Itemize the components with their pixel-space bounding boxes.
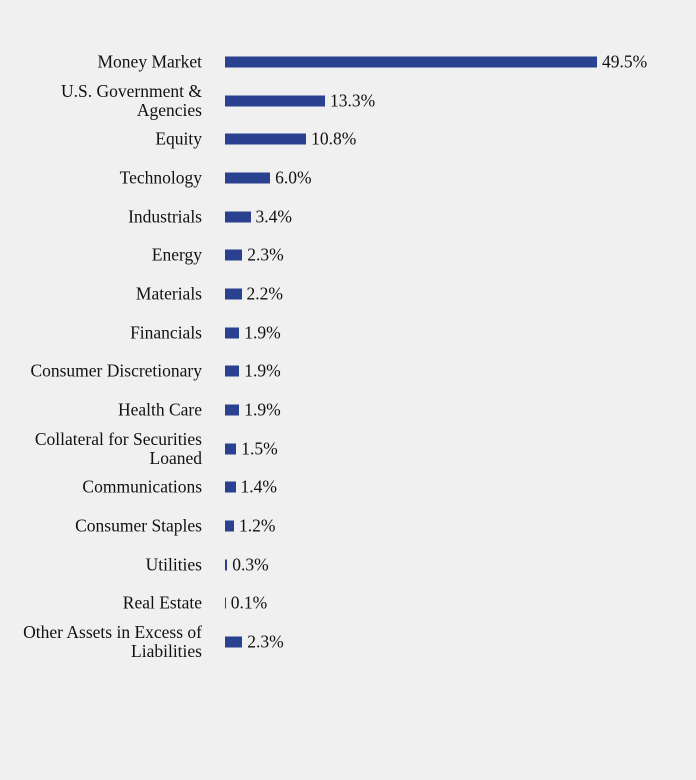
bar xyxy=(225,443,237,455)
bar xyxy=(225,95,325,107)
category-label: Industrials xyxy=(128,206,202,227)
value-label: 3.4% xyxy=(255,206,292,227)
category-label: Materials xyxy=(135,283,202,304)
bar xyxy=(225,481,236,493)
value-label: 2.3% xyxy=(247,631,284,652)
bar xyxy=(225,636,243,648)
category-label: Communications xyxy=(82,476,202,497)
category-label: Real Estate xyxy=(122,592,202,613)
value-label: 0.1% xyxy=(230,592,268,613)
value-label: 2.3% xyxy=(247,244,284,265)
value-label: 6.0% xyxy=(275,167,312,188)
category-label: Equity xyxy=(155,128,202,149)
bar xyxy=(225,56,597,68)
bar xyxy=(225,133,307,145)
bar xyxy=(225,172,271,184)
category-label: Financials xyxy=(130,322,202,343)
bar xyxy=(225,211,251,223)
bar xyxy=(225,288,242,300)
category-label: U.S. Government & Agencies xyxy=(61,80,202,120)
value-label: 1.9% xyxy=(244,360,281,381)
bar xyxy=(225,404,240,416)
value-label: 0.3% xyxy=(232,554,269,575)
bar xyxy=(225,597,226,609)
value-label: 1.9% xyxy=(244,399,281,420)
value-label: 10.8% xyxy=(311,128,357,149)
category-label: Consumer Discretionary xyxy=(30,360,202,381)
bar xyxy=(225,249,243,261)
category-label: Utilities xyxy=(145,554,202,575)
value-label: 49.5% xyxy=(602,51,648,72)
category-label: Money Market xyxy=(97,51,203,72)
value-label: 1.4% xyxy=(240,476,277,497)
value-label: 2.2% xyxy=(246,283,283,304)
bar xyxy=(225,520,235,532)
category-label: Consumer Staples xyxy=(75,515,202,536)
value-label: 13.3% xyxy=(329,90,376,111)
category-label: Collateral for Securities Loaned xyxy=(34,428,202,468)
value-label: 1.9% xyxy=(244,322,281,343)
value-label: 1.5% xyxy=(241,438,278,459)
category-label: Energy xyxy=(151,244,202,265)
bar xyxy=(225,559,228,571)
category-label: Health Care xyxy=(117,399,202,420)
category-label: Technology xyxy=(119,167,202,188)
category-label: Other Assets in Excess of Liabilities xyxy=(23,621,202,661)
value-label: 1.2% xyxy=(239,515,276,536)
bar xyxy=(225,365,240,377)
bar xyxy=(225,327,240,339)
